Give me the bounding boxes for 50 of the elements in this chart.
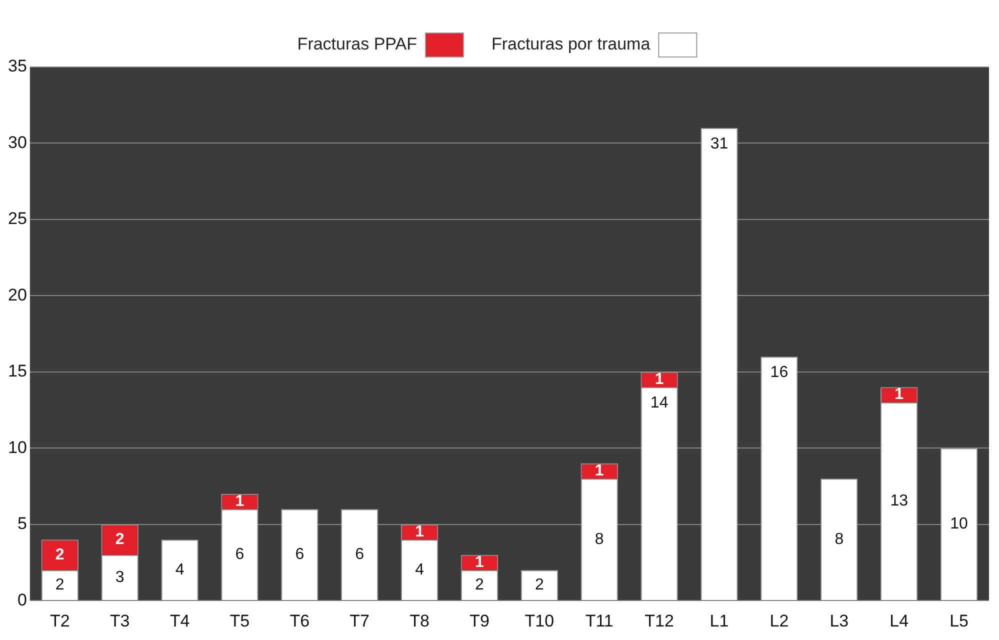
data-label: 4 <box>415 561 424 578</box>
x-tick-label: L1 <box>710 611 729 630</box>
y-tick-label: 35 <box>8 56 27 76</box>
data-label: 1 <box>475 554 484 571</box>
x-tick-label: T7 <box>350 611 370 630</box>
data-label: 14 <box>650 394 668 412</box>
y-tick-label: 5 <box>17 514 27 534</box>
legend-label: Fracturas PPAF <box>297 34 417 54</box>
data-label: 1 <box>235 492 244 510</box>
x-tick-label: T4 <box>170 611 190 630</box>
data-label: 8 <box>594 530 604 548</box>
x-tick-label: T9 <box>470 611 490 630</box>
x-tick-label: T3 <box>110 611 130 630</box>
data-label: 2 <box>534 576 544 594</box>
x-tick-label: T6 <box>290 611 310 630</box>
data-label: 6 <box>295 546 304 564</box>
x-tick-label: T8 <box>410 611 430 630</box>
data-label: 1 <box>415 523 424 540</box>
data-label: 3 <box>115 568 124 586</box>
x-tick-label: T11 <box>585 611 614 630</box>
x-tick-label: L4 <box>890 611 909 630</box>
y-tick-label: 0 <box>17 590 27 610</box>
data-label: 6 <box>355 546 364 564</box>
data-label: 2 <box>475 576 484 594</box>
y-tick-label: 30 <box>8 132 27 152</box>
data-label: 6 <box>235 546 244 564</box>
data-label: 31 <box>710 135 728 152</box>
x-tick-label: T10 <box>524 611 554 630</box>
y-tick-label: 10 <box>8 438 27 457</box>
data-label: 13 <box>890 492 908 510</box>
x-tick-label: T5 <box>230 611 250 630</box>
x-tick-label: L2 <box>770 611 789 630</box>
data-label: 16 <box>770 364 788 382</box>
data-label: 2 <box>55 576 64 594</box>
data-label: 1 <box>894 386 904 404</box>
y-tick-label: 25 <box>8 209 27 228</box>
data-label: 4 <box>175 561 184 578</box>
x-tick-label: T2 <box>50 611 70 630</box>
y-tick-label: 15 <box>8 362 27 381</box>
data-label: 2 <box>115 531 124 548</box>
data-label: 1 <box>654 370 664 388</box>
x-tick-label: L5 <box>950 611 968 630</box>
data-label: 10 <box>950 516 968 533</box>
data-label: 8 <box>834 530 844 548</box>
x-tick-label: L3 <box>830 611 849 630</box>
data-label: 2 <box>55 546 64 564</box>
data-label: 1 <box>594 462 604 480</box>
legend-label: Fracturas por trauma <box>491 34 651 54</box>
x-tick-label: T12 <box>644 611 674 630</box>
y-tick-label: 20 <box>8 285 27 304</box>
